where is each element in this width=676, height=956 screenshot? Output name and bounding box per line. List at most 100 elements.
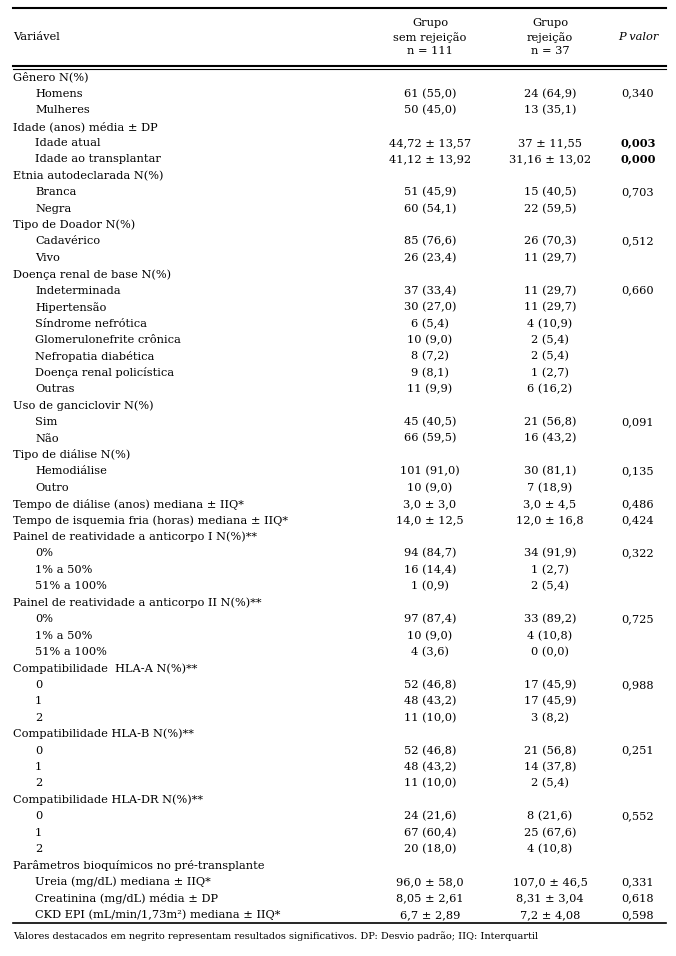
Text: 67 (60,4): 67 (60,4) — [404, 828, 456, 837]
Text: Etnia autodeclarada N(%): Etnia autodeclarada N(%) — [13, 170, 164, 181]
Text: 12,0 ± 16,8: 12,0 ± 16,8 — [516, 515, 584, 526]
Text: Tipo de Doador N(%): Tipo de Doador N(%) — [13, 220, 135, 230]
Text: 48 (43,2): 48 (43,2) — [404, 762, 456, 772]
Text: 66 (59,5): 66 (59,5) — [404, 433, 456, 444]
Text: 37 (33,4): 37 (33,4) — [404, 286, 456, 296]
Text: Sim: Sim — [35, 417, 57, 427]
Text: 21 (56,8): 21 (56,8) — [524, 746, 576, 756]
Text: 2: 2 — [35, 713, 42, 723]
Text: Não: Não — [35, 433, 59, 444]
Text: 26 (70,3): 26 (70,3) — [524, 236, 576, 247]
Text: 0,725: 0,725 — [622, 614, 654, 624]
Text: 11 (9,9): 11 (9,9) — [408, 384, 453, 395]
Text: Tempo de isquemia fria (horas) mediana ± IIQ*: Tempo de isquemia fria (horas) mediana ±… — [13, 515, 288, 526]
Text: 52 (46,8): 52 (46,8) — [404, 680, 456, 690]
Text: 1 (2,7): 1 (2,7) — [531, 565, 569, 576]
Text: Doença renal policística: Doença renal policística — [35, 367, 174, 379]
Text: 41,12 ± 13,92: 41,12 ± 13,92 — [389, 154, 471, 164]
Text: 11 (29,7): 11 (29,7) — [524, 286, 576, 296]
Text: 1% a 50%: 1% a 50% — [35, 631, 93, 641]
Text: 10 (9,0): 10 (9,0) — [408, 335, 453, 345]
Text: 7 (18,9): 7 (18,9) — [527, 483, 573, 493]
Text: 30 (27,0): 30 (27,0) — [404, 302, 456, 313]
Text: 1 (0,9): 1 (0,9) — [411, 581, 449, 592]
Text: Valores destacados em negrito representam resultados significativos. DP: Desvio : Valores destacados em negrito representa… — [13, 931, 538, 941]
Text: 52 (46,8): 52 (46,8) — [404, 746, 456, 756]
Text: 4 (10,8): 4 (10,8) — [527, 844, 573, 855]
Text: 1 (2,7): 1 (2,7) — [531, 368, 569, 378]
Text: 0,703: 0,703 — [622, 187, 654, 197]
Text: 25 (67,6): 25 (67,6) — [524, 828, 576, 837]
Text: 2 (5,4): 2 (5,4) — [531, 778, 569, 789]
Text: 44,72 ± 13,57: 44,72 ± 13,57 — [389, 138, 471, 148]
Text: 2 (5,4): 2 (5,4) — [531, 581, 569, 592]
Text: 107,0 ± 46,5: 107,0 ± 46,5 — [512, 877, 587, 887]
Text: 0,618: 0,618 — [622, 893, 654, 903]
Text: Compatibilidade HLA-DR N(%)**: Compatibilidade HLA-DR N(%)** — [13, 794, 203, 805]
Text: 0,331: 0,331 — [622, 877, 654, 887]
Text: 8 (7,2): 8 (7,2) — [411, 351, 449, 361]
Text: 0: 0 — [35, 746, 42, 755]
Text: Idade atual: Idade atual — [35, 138, 101, 148]
Text: 0%: 0% — [35, 614, 53, 624]
Text: 26 (23,4): 26 (23,4) — [404, 252, 456, 263]
Text: Compatibilidade  HLA-A N(%)**: Compatibilidade HLA-A N(%)** — [13, 663, 197, 674]
Text: 2 (5,4): 2 (5,4) — [531, 335, 569, 345]
Text: Ureia (mg/dL) mediana ± IIQ*: Ureia (mg/dL) mediana ± IIQ* — [35, 877, 211, 887]
Text: 22 (59,5): 22 (59,5) — [524, 204, 576, 214]
Text: 0,486: 0,486 — [622, 499, 654, 510]
Text: 24 (64,9): 24 (64,9) — [524, 89, 576, 98]
Text: 2 (5,4): 2 (5,4) — [531, 351, 569, 361]
Text: Idade ao transplantar: Idade ao transplantar — [35, 154, 161, 164]
Text: 3,0 ± 3,0: 3,0 ± 3,0 — [404, 499, 456, 510]
Text: Tipo de diálise N(%): Tipo de diálise N(%) — [13, 449, 130, 461]
Text: Compatibilidade HLA-B N(%)**: Compatibilidade HLA-B N(%)** — [13, 728, 194, 739]
Text: 97 (87,4): 97 (87,4) — [404, 614, 456, 624]
Text: 14,0 ± 12,5: 14,0 ± 12,5 — [396, 515, 464, 526]
Text: 0,251: 0,251 — [622, 746, 654, 755]
Text: P valor: P valor — [618, 32, 658, 42]
Text: 9 (8,1): 9 (8,1) — [411, 368, 449, 378]
Text: 4 (10,9): 4 (10,9) — [527, 318, 573, 329]
Text: 0,135: 0,135 — [622, 467, 654, 476]
Text: 94 (84,7): 94 (84,7) — [404, 549, 456, 558]
Text: 2: 2 — [35, 844, 42, 854]
Text: 10 (9,0): 10 (9,0) — [408, 630, 453, 641]
Text: 6 (16,2): 6 (16,2) — [527, 384, 573, 395]
Text: 30 (81,1): 30 (81,1) — [524, 467, 576, 476]
Text: 1: 1 — [35, 696, 42, 706]
Text: 6 (5,4): 6 (5,4) — [411, 318, 449, 329]
Text: Painel de reatividade a anticorpo I N(%)**: Painel de reatividade a anticorpo I N(%)… — [13, 532, 257, 542]
Text: 50 (45,0): 50 (45,0) — [404, 105, 456, 116]
Text: Variável: Variável — [13, 32, 59, 42]
Text: Painel de reatividade a anticorpo II N(%)**: Painel de reatividade a anticorpo II N(%… — [13, 598, 262, 608]
Text: 11 (29,7): 11 (29,7) — [524, 302, 576, 313]
Text: Síndrome nefrótica: Síndrome nefrótica — [35, 318, 147, 329]
Text: 4 (10,8): 4 (10,8) — [527, 630, 573, 641]
Text: 31,16 ± 13,02: 31,16 ± 13,02 — [509, 154, 591, 164]
Text: 17 (45,9): 17 (45,9) — [524, 680, 576, 690]
Text: 11 (10,0): 11 (10,0) — [404, 712, 456, 723]
Text: 0,340: 0,340 — [622, 89, 654, 98]
Text: CKD EPI (mL/min/1,73m²) mediana ± IIQ*: CKD EPI (mL/min/1,73m²) mediana ± IIQ* — [35, 909, 281, 920]
Text: 0,552: 0,552 — [622, 812, 654, 821]
Text: 15 (40,5): 15 (40,5) — [524, 187, 576, 197]
Text: 24 (21,6): 24 (21,6) — [404, 811, 456, 821]
Text: Cadavérico: Cadavérico — [35, 236, 100, 247]
Text: 2: 2 — [35, 778, 42, 789]
Text: 61 (55,0): 61 (55,0) — [404, 89, 456, 98]
Text: Vivo: Vivo — [35, 253, 60, 263]
Text: 0,512: 0,512 — [622, 236, 654, 247]
Text: 45 (40,5): 45 (40,5) — [404, 417, 456, 427]
Text: Outro: Outro — [35, 483, 69, 492]
Text: 0,424: 0,424 — [622, 515, 654, 526]
Text: 20 (18,0): 20 (18,0) — [404, 844, 456, 855]
Text: 51 (45,9): 51 (45,9) — [404, 187, 456, 197]
Text: Outras: Outras — [35, 384, 74, 394]
Text: Grupo
rejeição
n = 37: Grupo rejeição n = 37 — [527, 18, 573, 55]
Text: 8,31 ± 3,04: 8,31 ± 3,04 — [516, 893, 584, 903]
Text: 8,05 ± 2,61: 8,05 ± 2,61 — [396, 893, 464, 903]
Text: 14 (37,8): 14 (37,8) — [524, 762, 576, 772]
Text: 96,0 ± 58,0: 96,0 ± 58,0 — [396, 877, 464, 887]
Text: 0%: 0% — [35, 549, 53, 558]
